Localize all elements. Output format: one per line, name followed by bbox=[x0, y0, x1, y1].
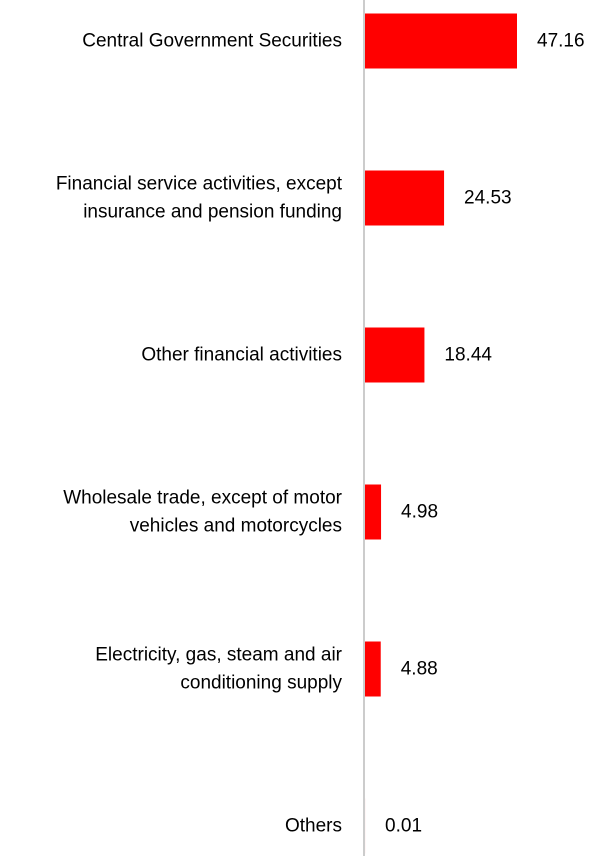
category-label-3-line-0: Wholesale trade, except of motor bbox=[63, 488, 342, 509]
value-label-5: 0.01 bbox=[385, 816, 422, 837]
value-label-3: 4.98 bbox=[401, 502, 438, 523]
bar-3 bbox=[365, 484, 382, 540]
bar-0 bbox=[365, 13, 517, 69]
value-label-1: 24.53 bbox=[464, 188, 512, 209]
category-label-5-line-0: Others bbox=[285, 816, 342, 837]
category-label-0-line-0: Central Government Securities bbox=[82, 31, 342, 52]
bar-4 bbox=[365, 641, 381, 697]
category-label-4-line-0: Electricity, gas, steam and air bbox=[95, 645, 342, 666]
value-labels-group: 47.16 24.53 18.44 4.98 4.88 0.01 bbox=[385, 31, 585, 837]
category-label-2-line-0: Other financial activities bbox=[141, 345, 342, 366]
category-label-4-line-1: conditioning supply bbox=[180, 673, 342, 694]
value-label-4: 4.88 bbox=[401, 659, 438, 680]
category-labels-group: Central Government Securities Financial s… bbox=[56, 31, 343, 837]
bar-1 bbox=[365, 170, 445, 226]
value-label-0: 47.16 bbox=[537, 31, 585, 52]
category-label-1-line-0: Financial service activities, except bbox=[56, 174, 343, 195]
bar-2 bbox=[365, 327, 425, 383]
category-label-1-line-1: insurance and pension funding bbox=[83, 202, 342, 223]
value-label-2: 18.44 bbox=[444, 345, 492, 366]
bars-group bbox=[365, 13, 517, 854]
category-label-3-line-1: vehicles and motorcycles bbox=[130, 516, 342, 537]
